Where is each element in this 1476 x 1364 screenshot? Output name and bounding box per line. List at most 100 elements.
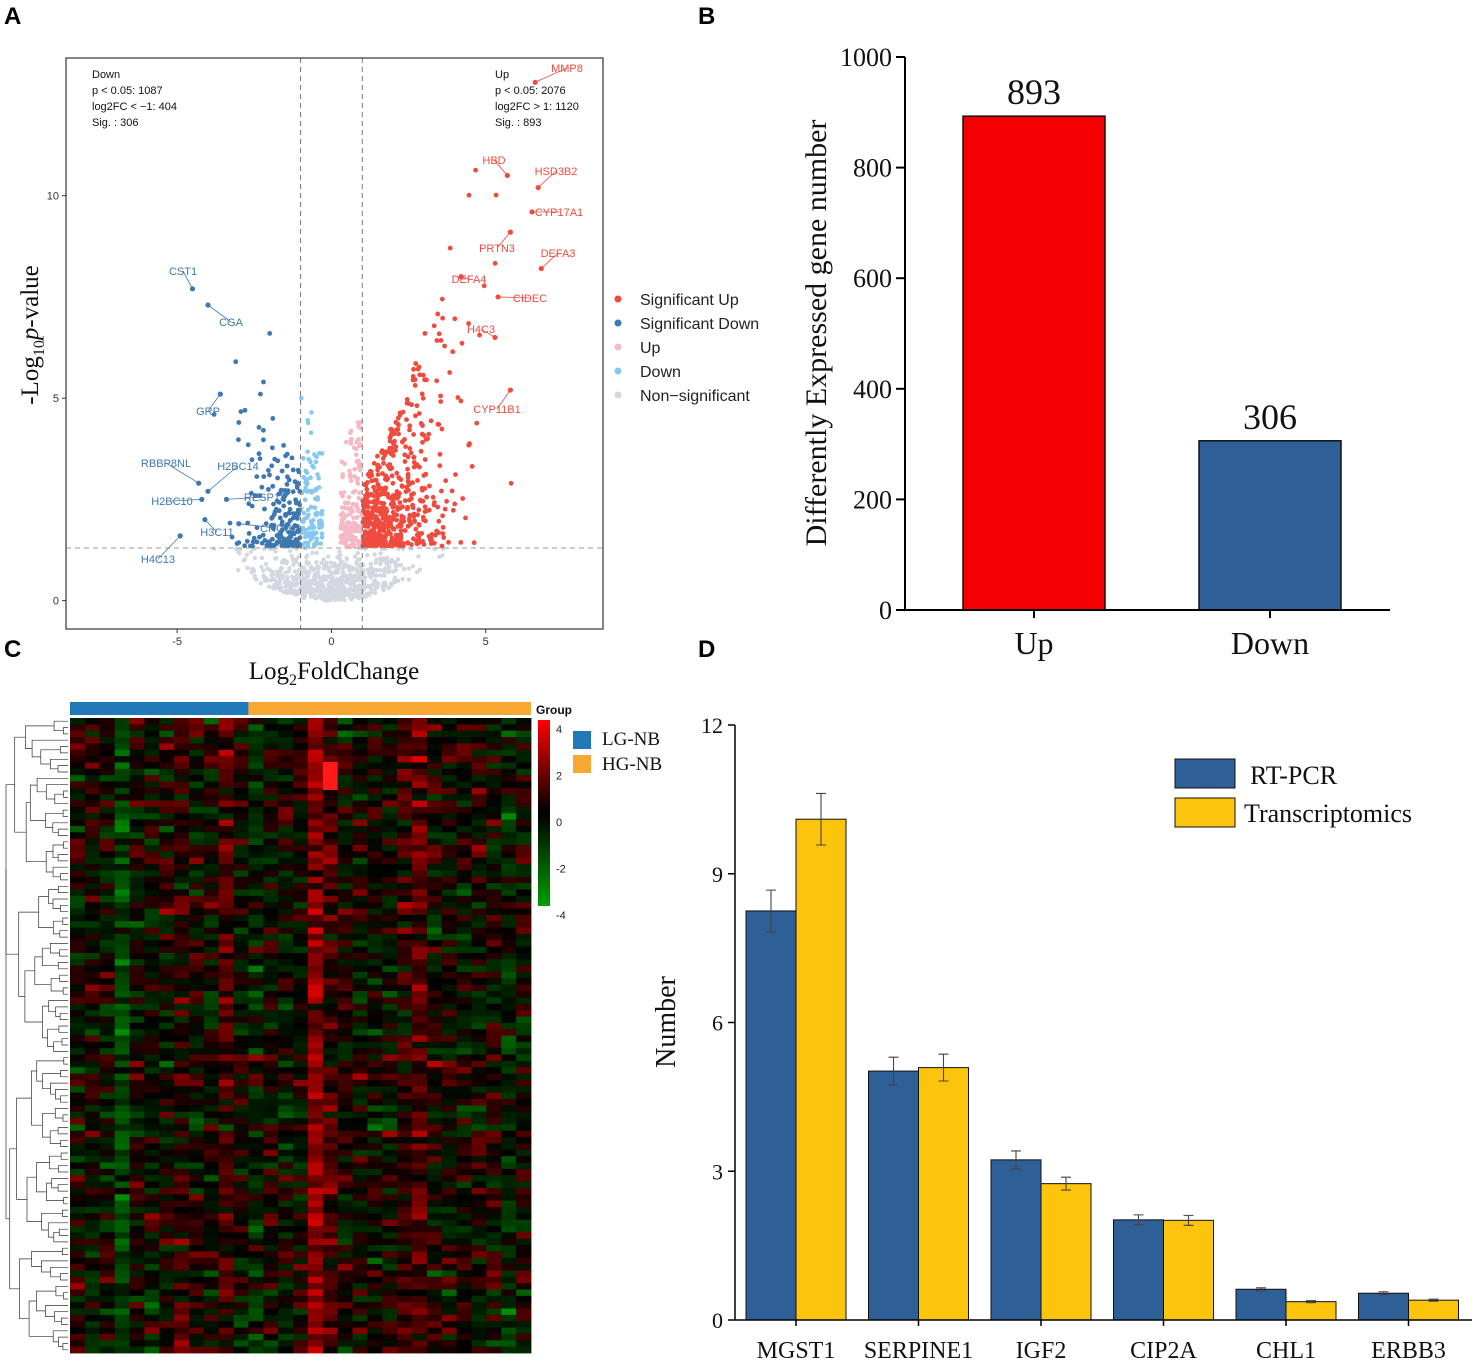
nonsig-point xyxy=(309,586,315,591)
heatmap-cell xyxy=(441,889,458,897)
up-point xyxy=(341,515,346,521)
heatmap-cell xyxy=(412,838,428,846)
heatmap-cell xyxy=(471,1295,487,1303)
heatmap-cell xyxy=(322,1029,339,1036)
up-point xyxy=(354,525,359,530)
heatmap-cell xyxy=(99,1245,116,1252)
heatmap-cell xyxy=(114,1181,130,1189)
sig-up-point xyxy=(387,438,393,444)
sig-down-point xyxy=(281,443,286,448)
heatmap-cell xyxy=(263,1156,279,1163)
heatmap-cell xyxy=(84,883,101,890)
up-point xyxy=(344,543,349,549)
heatmap-cell xyxy=(337,921,353,928)
heatmap-cell xyxy=(203,1295,220,1303)
heatmap-cell xyxy=(367,864,383,871)
heatmap-cell xyxy=(382,845,398,852)
heatmap-cell xyxy=(486,762,502,770)
heatmap-cell xyxy=(293,1035,309,1043)
heatmap-cell xyxy=(307,876,324,884)
heatmap-cell xyxy=(426,1105,443,1113)
heatmap-cell xyxy=(84,1289,101,1297)
heatmap-cell xyxy=(159,1016,175,1024)
heatmap-cell xyxy=(486,1010,502,1017)
heatmap-cell xyxy=(412,832,428,840)
heatmap-cell xyxy=(248,1029,264,1036)
heatmap-cell xyxy=(293,794,309,801)
down-point xyxy=(308,430,314,436)
heatmap-cell xyxy=(382,1143,398,1151)
heatmap-cell xyxy=(144,876,160,884)
heatmap-cell xyxy=(278,1092,294,1100)
heatmap-cell xyxy=(307,1111,324,1119)
heatmap-cell xyxy=(293,1060,309,1068)
heatmap-cell xyxy=(456,1086,472,1094)
heatmap-cell xyxy=(99,775,116,782)
sig-down-point xyxy=(267,472,272,478)
heatmap-cell xyxy=(486,1035,502,1043)
heatmap-cell xyxy=(114,800,130,808)
heatmap-cell xyxy=(293,1105,309,1113)
heatmap-cell xyxy=(337,794,353,801)
heatmap-cell xyxy=(486,1029,502,1036)
nonsig-point xyxy=(384,562,389,567)
heatmap-cell xyxy=(501,1099,517,1106)
heatmap-cell xyxy=(99,1321,116,1328)
heatmap-cell xyxy=(233,718,249,725)
heatmap-cell xyxy=(382,1149,398,1157)
heatmap-cell xyxy=(307,972,324,979)
sig-down-point xyxy=(276,508,282,514)
heatmap-cell xyxy=(501,1175,517,1182)
sig-up-point xyxy=(421,372,426,378)
heatmap-cell xyxy=(352,864,368,871)
heatmap-cell xyxy=(367,870,383,878)
heatmap-cell xyxy=(441,1219,458,1227)
heatmap-cell xyxy=(516,1340,532,1348)
heatmap-cell xyxy=(99,1092,116,1100)
nonsig-point xyxy=(406,577,412,582)
heatmap-cell xyxy=(84,895,101,903)
heatmap-cell xyxy=(516,1206,532,1214)
sig-up-point xyxy=(399,483,405,489)
up-point xyxy=(356,464,362,470)
sig-up-point xyxy=(396,422,401,428)
sig-up-point xyxy=(441,535,447,540)
heatmap-cell xyxy=(412,1232,428,1240)
heatmap-cell xyxy=(516,832,532,840)
heatmap-cell xyxy=(501,1054,517,1062)
dendrogram-branch xyxy=(36,1060,64,1082)
heatmap-cell xyxy=(278,933,294,941)
heatmap-cell xyxy=(307,1156,324,1163)
heatmap-cell xyxy=(426,895,443,903)
heatmap-cell xyxy=(114,1168,130,1176)
sig-down-point xyxy=(248,543,253,549)
heatmap-cell xyxy=(307,1073,324,1081)
heatmap-cell xyxy=(471,832,487,840)
heatmap-cell xyxy=(456,1060,472,1068)
heatmap-cell xyxy=(218,895,234,903)
heatmap-cell xyxy=(337,1149,353,1157)
sig-down-point xyxy=(261,427,266,433)
nonsig-point xyxy=(288,590,293,595)
heatmap-cell xyxy=(322,1162,339,1170)
heatmap-cell xyxy=(114,908,130,916)
heatmap-cell xyxy=(412,724,428,732)
dendrogram-branch xyxy=(55,1285,68,1297)
heatmap-cell xyxy=(352,902,368,909)
heatmap-cell xyxy=(174,1086,190,1094)
heatmap-cell xyxy=(501,749,517,757)
heatmap-cell xyxy=(129,876,145,884)
heatmap-cell xyxy=(337,819,353,827)
heatmap-cell xyxy=(471,978,487,986)
heatmap-cell xyxy=(352,952,368,960)
heatmap-cell xyxy=(307,1264,324,1271)
heatmap-cell xyxy=(456,1194,472,1201)
heatmap-cell xyxy=(471,1086,487,1094)
heatmap-cell xyxy=(188,921,205,928)
heatmap-cell xyxy=(322,1333,339,1341)
sig-up-point xyxy=(435,311,441,317)
dendrogram-branch xyxy=(16,1097,32,1200)
heatmap-cell xyxy=(218,902,234,909)
nonsig-point xyxy=(386,569,391,575)
heatmap-cell xyxy=(278,1308,294,1316)
